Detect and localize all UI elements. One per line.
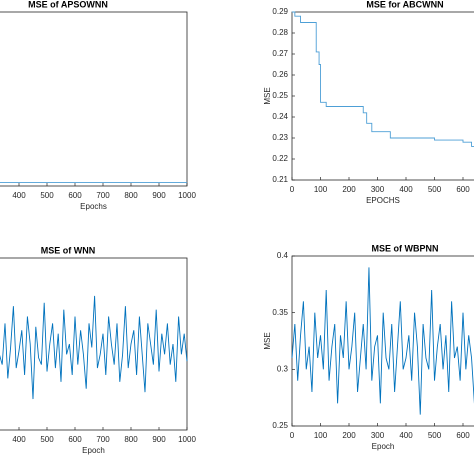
y-tick-label: 0.29 [272, 7, 288, 16]
data-line [292, 11, 474, 147]
chart-title: MSE of WBPNN [372, 243, 439, 253]
x-tick-label: 500 [40, 435, 54, 444]
x-tick-label: 300 [371, 431, 385, 440]
y-tick-label: 0.25 [272, 421, 288, 430]
y-tick-label: 0.35 [272, 308, 288, 317]
y-tick-label: 0.4 [277, 251, 289, 260]
x-tick-label: 600 [68, 435, 82, 444]
x-tick-label: 500 [40, 191, 54, 200]
x-tick-label: 0 [290, 185, 295, 194]
x-axis-label: Epoch [82, 446, 105, 455]
x-tick-label: 200 [342, 431, 356, 440]
data-line [0, 295, 188, 400]
x-tick-label: 200 [342, 185, 356, 194]
x-tick-label: 400 [12, 435, 26, 444]
y-tick-label: 0.21 [272, 175, 288, 184]
x-axis-label: EPOCHS [366, 196, 400, 205]
x-tick-label: 300 [371, 185, 385, 194]
y-tick-label: 0.23 [272, 133, 288, 142]
x-axis-label: Epochs [80, 202, 107, 211]
chart-title: MSE of WNN [41, 245, 96, 255]
x-tick-label: 0 [290, 431, 295, 440]
y-tick-label: 0.24 [272, 112, 288, 121]
x-tick-label: 600 [68, 191, 82, 200]
x-tick-label: 600 [456, 431, 470, 440]
x-tick-label: 100 [314, 431, 328, 440]
y-tick-label: 0.3 [277, 364, 289, 373]
x-tick-label: 500 [428, 185, 442, 194]
x-tick-label: 800 [124, 435, 138, 444]
y-tick-label: 0.28 [272, 28, 288, 37]
axes-frame [0, 257, 188, 431]
x-tick-label: 400 [399, 431, 413, 440]
y-tick-label: 0.25 [272, 91, 288, 100]
x-tick-label: 500 [428, 431, 442, 440]
y-tick-label: 0.26 [272, 70, 288, 79]
x-tick-label: 100 [314, 185, 328, 194]
x-axis-label: Epoch [372, 442, 395, 451]
y-axis-label: MSE [263, 87, 272, 104]
x-tick-label: 400 [12, 191, 26, 200]
x-tick-label: 800 [124, 191, 138, 200]
chart-title: MSE of APSOWNN [28, 0, 108, 9]
x-tick-label: 900 [152, 191, 166, 200]
x-tick-label: 400 [399, 185, 413, 194]
x-tick-label: 1000 [178, 435, 196, 444]
y-tick-label: 0.22 [272, 154, 288, 163]
x-tick-label: 900 [152, 435, 166, 444]
x-tick-label: 600 [456, 185, 470, 194]
x-tick-label: 700 [96, 435, 110, 444]
y-tick-label: 0.27 [272, 49, 288, 58]
x-tick-label: 700 [96, 191, 110, 200]
axes-frame [291, 255, 474, 427]
data-line [291, 267, 474, 415]
chart-title: MSE for ABCWNN [366, 0, 443, 9]
x-tick-label: 1000 [178, 191, 196, 200]
axes-frame [291, 11, 474, 181]
axes-frame [0, 11, 188, 187]
y-axis-label: MSE [263, 332, 272, 349]
